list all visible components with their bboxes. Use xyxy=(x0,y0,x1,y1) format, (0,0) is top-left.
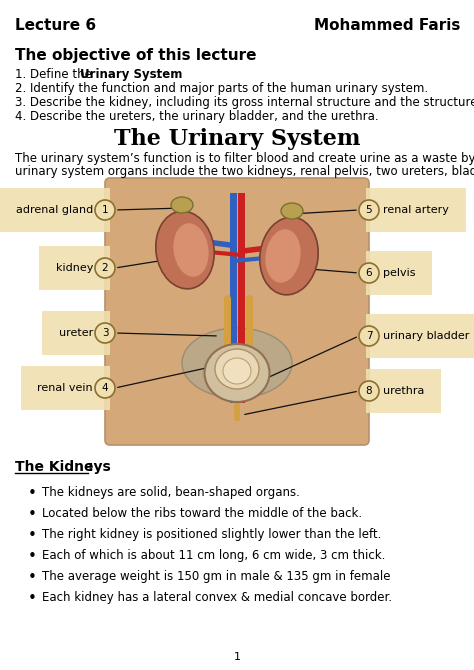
Text: Each of which is about 11 cm long, 6 cm wide, 3 cm thick.: Each of which is about 11 cm long, 6 cm … xyxy=(42,549,385,562)
Text: 4: 4 xyxy=(102,383,109,393)
Text: •: • xyxy=(27,486,36,501)
Text: 8: 8 xyxy=(365,386,372,396)
Text: kidney: kidney xyxy=(55,263,93,273)
Ellipse shape xyxy=(173,222,209,277)
Text: Each kidney has a lateral convex & medial concave border.: Each kidney has a lateral convex & media… xyxy=(42,591,392,604)
Ellipse shape xyxy=(182,328,292,398)
Ellipse shape xyxy=(156,211,214,289)
Text: .: . xyxy=(156,68,160,81)
Text: The right kidney is positioned slightly lower than the left.: The right kidney is positioned slightly … xyxy=(42,528,382,541)
Text: renal artery: renal artery xyxy=(383,205,449,215)
Ellipse shape xyxy=(171,197,193,213)
Text: 7: 7 xyxy=(365,331,372,341)
Text: pelvis: pelvis xyxy=(383,268,416,278)
Ellipse shape xyxy=(260,217,318,295)
Text: 6: 6 xyxy=(365,268,372,278)
Ellipse shape xyxy=(265,228,301,283)
Text: 1: 1 xyxy=(102,205,109,215)
Text: adrenal gland: adrenal gland xyxy=(16,205,93,215)
Circle shape xyxy=(95,323,115,343)
Text: The average weight is 150 gm in male & 135 gm in female: The average weight is 150 gm in male & 1… xyxy=(42,570,391,583)
Text: The Kidneys: The Kidneys xyxy=(15,460,111,474)
Circle shape xyxy=(95,378,115,398)
FancyBboxPatch shape xyxy=(105,178,369,445)
Text: 3: 3 xyxy=(102,328,109,338)
Circle shape xyxy=(359,263,379,283)
Circle shape xyxy=(359,326,379,346)
Text: urethra: urethra xyxy=(383,386,424,396)
Text: •: • xyxy=(27,549,36,564)
Text: The kidneys are solid, bean-shaped organs.: The kidneys are solid, bean-shaped organ… xyxy=(42,486,300,499)
Text: •: • xyxy=(27,528,36,543)
Text: Located below the ribs toward the middle of the back.: Located below the ribs toward the middle… xyxy=(42,507,362,520)
Bar xyxy=(230,193,237,403)
Circle shape xyxy=(359,200,379,220)
Text: 2: 2 xyxy=(102,263,109,273)
Text: Lecture 6: Lecture 6 xyxy=(15,18,96,33)
Text: 5: 5 xyxy=(365,205,372,215)
Ellipse shape xyxy=(281,203,303,219)
Text: 1: 1 xyxy=(234,652,240,662)
Ellipse shape xyxy=(204,344,270,402)
Text: urinary system organs include the two kidneys, renal pelvis, two ureters, bladde: urinary system organs include the two ki… xyxy=(15,165,474,178)
Text: urinary bladder: urinary bladder xyxy=(383,331,469,341)
Circle shape xyxy=(95,200,115,220)
Bar xyxy=(238,193,245,403)
Circle shape xyxy=(95,258,115,278)
Text: •: • xyxy=(27,507,36,522)
Text: renal vein: renal vein xyxy=(37,383,93,393)
Text: 1. Define the: 1. Define the xyxy=(15,68,96,81)
Ellipse shape xyxy=(215,349,259,389)
Text: •: • xyxy=(27,591,36,606)
Text: 4. Describe the ureters, the urinary bladder, and the urethra.: 4. Describe the ureters, the urinary bla… xyxy=(15,110,379,123)
Text: Urinary System: Urinary System xyxy=(80,68,182,81)
Text: The Urinary System: The Urinary System xyxy=(114,128,360,150)
Text: •: • xyxy=(27,570,36,585)
Text: ureter: ureter xyxy=(59,328,93,338)
Text: 3. Describe the kidney, including its gross internal structure and the structure: 3. Describe the kidney, including its gr… xyxy=(15,96,474,109)
Text: The objective of this lecture: The objective of this lecture xyxy=(15,48,256,63)
Ellipse shape xyxy=(223,358,251,384)
Text: The urinary system’s function is to filter blood and create urine as a waste by-: The urinary system’s function is to filt… xyxy=(15,152,474,165)
Circle shape xyxy=(359,381,379,401)
Text: :: : xyxy=(88,460,93,474)
Text: Mohammed Faris: Mohammed Faris xyxy=(314,18,460,33)
Text: 2. Identify the function and major parts of the human urinary system.: 2. Identify the function and major parts… xyxy=(15,82,428,95)
